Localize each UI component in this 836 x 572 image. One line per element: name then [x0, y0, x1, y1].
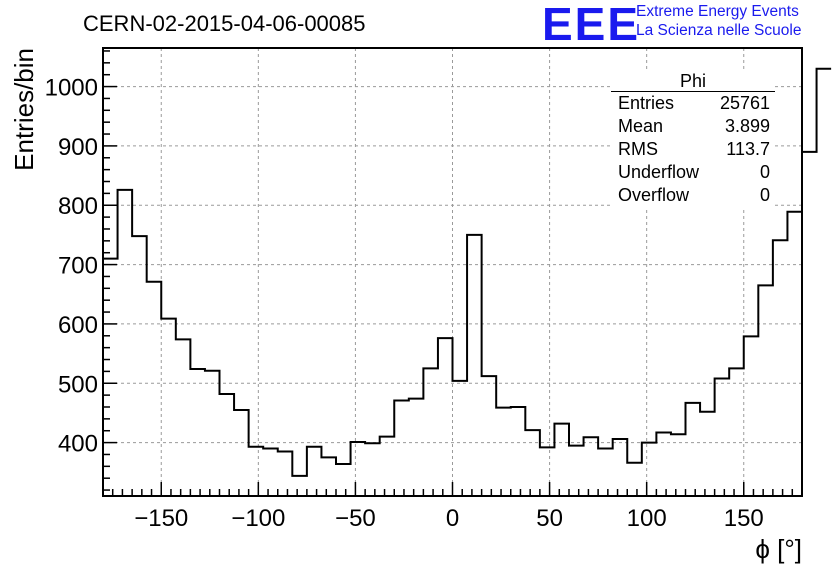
stats-label: RMS [618, 139, 658, 159]
stats-box-name: Phi [611, 72, 775, 92]
x-axis-label: ϕ [°] [755, 534, 802, 564]
y-tick-label: 400 [58, 431, 98, 458]
eee-logo: EEE [542, 0, 641, 50]
y-tick-label: 700 [58, 253, 98, 280]
stats-value: 25761 [719, 93, 770, 113]
x-tick-label: 100 [627, 505, 667, 532]
stats-row-overflow: Overflow 0 [611, 184, 775, 207]
histogram-line [103, 67, 832, 477]
tick-labels: −150 −100 −50 0 50 100 150 400 500 600 700 800 900 10… [45, 75, 764, 532]
stats-value: 0 [759, 162, 770, 182]
stats-label: Entries [618, 93, 675, 113]
stats-label: Overflow [618, 185, 690, 205]
stats-value: 3.899 [724, 116, 770, 136]
y-tick-label: 900 [58, 134, 98, 161]
x-tick-label: −50 [335, 505, 376, 532]
y-tick-label: 800 [58, 193, 98, 220]
x-tick-label: −150 [134, 505, 188, 532]
x-tick-label: 0 [446, 505, 459, 532]
stats-value: 0 [759, 185, 770, 205]
stats-value: 113.7 [726, 139, 770, 159]
logo-subtitle-line1: Extreme Energy Events [636, 3, 799, 20]
y-axis-label: Entries/bin [9, 48, 39, 171]
chart-title: CERN-02-2015-04-06-00085 [83, 11, 366, 36]
y-tick-label: 600 [58, 312, 98, 339]
stats-row-entries: Entries 25761 [611, 92, 775, 115]
y-tick-label: 500 [58, 371, 98, 398]
stats-row-underflow: Underflow 0 [611, 161, 775, 184]
stats-label: Underflow [618, 162, 700, 182]
axis-ticks [103, 50, 794, 496]
stats-label: Mean [618, 116, 664, 136]
logo-subtitle-line2: La Scienza nelle Scuole [636, 22, 802, 39]
stats-row-rms: RMS 113.7 [611, 138, 775, 161]
x-tick-label: −100 [231, 505, 285, 532]
stats-box: Phi Entries 25761 Mean 3.899 RMS 113.7 U… [611, 72, 775, 208]
x-tick-label: 50 [536, 505, 563, 532]
y-tick-label: 1000 [45, 75, 98, 102]
x-tick-label: 150 [724, 505, 764, 532]
stats-row-mean: Mean 3.899 [611, 115, 775, 138]
